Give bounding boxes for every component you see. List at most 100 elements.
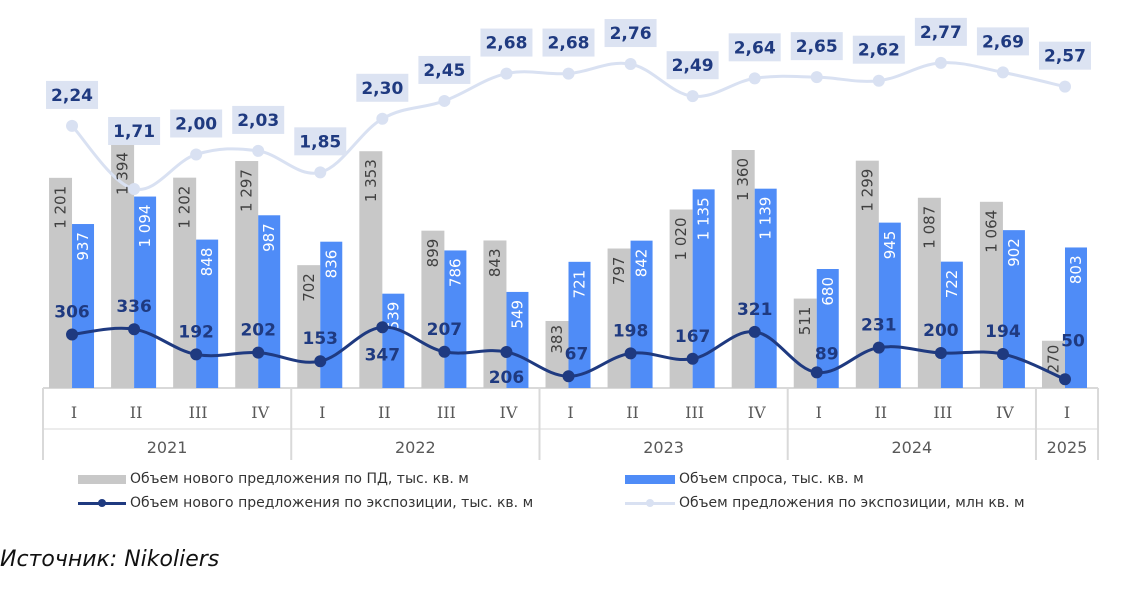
point-total-exposition <box>872 74 885 87</box>
bar-label-new-supply-pd: 843 <box>486 248 504 277</box>
data-label-new-exposition: 198 <box>613 321 649 341</box>
category-label: II <box>130 403 143 422</box>
category-label: III <box>685 403 704 422</box>
data-label-new-exposition: 89 <box>815 344 839 364</box>
category-label: III <box>189 403 208 422</box>
bar-new-supply-pd <box>917 197 941 388</box>
point-total-exposition <box>748 72 761 85</box>
data-label-box <box>666 51 719 80</box>
data-label-box <box>418 55 471 84</box>
bar-label-demand: 842 <box>633 249 651 278</box>
bar-label-demand: 1 094 <box>136 205 154 248</box>
legend-label: Объем нового предложения по экспозиции, … <box>130 495 534 511</box>
data-label-new-exposition: 336 <box>116 297 152 317</box>
bar-label-demand: 539 <box>384 302 402 331</box>
bar-label-demand: 549 <box>508 300 526 329</box>
bar-label-demand: 836 <box>322 250 340 279</box>
data-label-new-exposition: 321 <box>737 300 773 320</box>
point-new-exposition <box>314 355 327 368</box>
point-total-exposition <box>810 71 823 84</box>
point-total-exposition <box>996 66 1009 79</box>
bar-label-new-supply-pd: 1 020 <box>672 218 690 261</box>
data-label-total-exposition: 2,03 <box>237 111 279 131</box>
data-label-new-exposition: 206 <box>489 368 525 388</box>
bar-label-demand: 721 <box>571 270 589 299</box>
bar-demand <box>134 196 157 388</box>
data-label-total-exposition: 2,57 <box>1044 47 1086 67</box>
point-total-exposition <box>314 166 327 179</box>
point-total-exposition <box>128 183 141 195</box>
data-label-new-exposition: 202 <box>240 321 276 341</box>
category-label: I <box>567 403 573 422</box>
data-label-box <box>46 80 99 109</box>
bar-label-new-supply-pd: 383 <box>548 325 566 354</box>
bar-label-new-supply-pd: 511 <box>796 307 814 336</box>
bar-demand <box>1064 247 1087 388</box>
bar-label-demand: 937 <box>74 232 92 261</box>
data-label-box <box>1038 41 1091 70</box>
year-label: 2021 <box>147 438 188 457</box>
point-total-exposition <box>438 94 451 107</box>
data-label-box <box>728 33 781 62</box>
category-label: III <box>437 403 456 422</box>
point-new-exposition <box>562 370 575 383</box>
bar-demand <box>72 224 95 388</box>
legend-swatch-gray <box>78 474 126 484</box>
category-label: II <box>378 403 391 422</box>
point-new-exposition <box>66 328 79 341</box>
data-label-total-exposition: 1,85 <box>299 132 341 152</box>
legend-label: Объем спроса, тыс. кв. м <box>679 471 864 487</box>
category-label: IV <box>748 403 766 422</box>
point-new-exposition <box>686 352 699 365</box>
point-new-exposition <box>438 345 451 358</box>
category-label: III <box>933 403 952 422</box>
data-label-total-exposition: 2,77 <box>920 23 962 43</box>
bar-demand <box>382 293 405 388</box>
category-label: IV <box>251 403 269 422</box>
data-label-box <box>232 105 285 134</box>
data-label-box <box>356 73 409 102</box>
point-total-exposition <box>376 112 389 125</box>
point-total-exposition <box>624 58 637 71</box>
bar-new-supply-pd <box>979 201 1003 388</box>
bar-label-new-supply-pd: 1 087 <box>920 206 938 249</box>
point-total-exposition <box>66 119 79 132</box>
data-label-total-exposition: 2,62 <box>858 41 900 61</box>
bar-demand <box>940 261 963 388</box>
bar-new-supply-pd <box>855 160 879 388</box>
bar-label-new-supply-pd: 1 297 <box>238 169 256 212</box>
data-label-box <box>790 32 843 61</box>
data-label-total-exposition: 2,49 <box>672 56 714 76</box>
bar-label-new-supply-pd: 702 <box>300 273 318 302</box>
data-label-new-exposition: 200 <box>923 321 959 341</box>
data-label-total-exposition: 2,65 <box>796 37 838 57</box>
year-label: 2022 <box>395 438 436 457</box>
point-new-exposition <box>376 321 389 334</box>
bar-label-demand: 1 139 <box>757 197 775 240</box>
point-new-exposition <box>996 348 1009 361</box>
legend-item-demand: Объем спроса, тыс. кв. м <box>625 471 864 487</box>
bar-demand <box>692 189 715 388</box>
point-new-exposition <box>190 348 203 361</box>
category-label: I <box>816 403 822 422</box>
point-new-exposition <box>1058 373 1071 386</box>
legend-label: Объем нового предложения по ПД, тыс. кв.… <box>130 471 469 487</box>
year-label: 2024 <box>891 438 932 457</box>
category-label: I <box>71 403 77 422</box>
bar-new-supply-pd <box>173 177 197 388</box>
legend-swatch-blue <box>625 474 675 484</box>
legend-line-navy-icon <box>78 498 126 508</box>
data-label-new-exposition: 192 <box>178 322 214 342</box>
point-total-exposition <box>190 148 203 161</box>
year-label: 2025 <box>1047 438 1088 457</box>
category-label: II <box>626 403 639 422</box>
bar-label-new-supply-pd: 1 353 <box>362 159 380 202</box>
bar-label-demand: 945 <box>881 231 899 260</box>
data-label-box <box>542 28 595 57</box>
category-label: I <box>319 403 325 422</box>
bar-demand <box>320 241 343 388</box>
bar-label-new-supply-pd: 1 299 <box>858 169 876 212</box>
data-label-new-exposition: 167 <box>675 327 711 347</box>
